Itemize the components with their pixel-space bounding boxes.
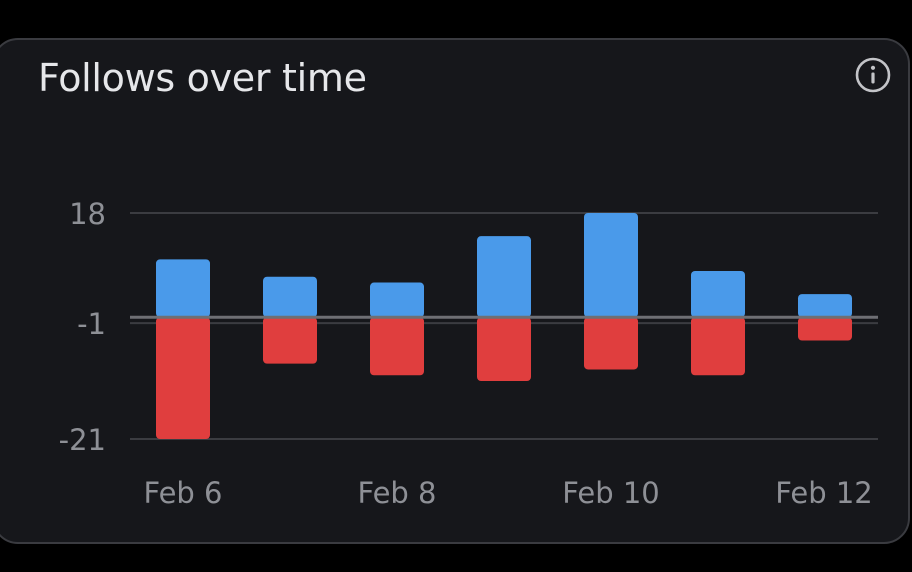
y-tick-label: 18 <box>69 197 106 231</box>
bar-lost[interactable]: Feb 12: -4 <box>798 317 852 341</box>
info-button[interactable] <box>854 56 892 94</box>
bar-lost[interactable]: Feb 11: -10 <box>691 317 745 376</box>
bar-lost[interactable]: Feb 8: -10 <box>370 317 424 376</box>
y-tick-label: -1 <box>77 307 106 341</box>
bar-gained[interactable]: Feb 9: 14 <box>477 236 531 318</box>
bar-gained[interactable]: Feb 6: 10 <box>156 259 210 318</box>
bar-gained[interactable]: Feb 12: 4 <box>798 294 852 318</box>
chart-title: Follows over time <box>38 56 367 100</box>
bar-lost[interactable]: Feb 10: -9 <box>584 317 638 370</box>
x-tick-label: Feb 6 <box>143 476 222 510</box>
bar-gained[interactable]: Feb 7: 7 <box>263 276 317 318</box>
x-tick-label: Feb 10 <box>562 476 659 510</box>
y-tick-label: -21 <box>59 423 106 457</box>
follows-chart-card <box>0 38 910 544</box>
x-tick-label: Feb 8 <box>357 476 436 510</box>
x-tick-label: Feb 12 <box>775 476 872 510</box>
bar-gained[interactable]: Feb 10: 18 <box>584 213 638 318</box>
bar-lost[interactable]: Feb 9: -11 <box>477 317 531 382</box>
bar-gained[interactable]: Feb 8: 6 <box>370 282 424 318</box>
bar-lost[interactable]: Feb 6: -21 <box>156 317 210 439</box>
info-circle-icon <box>855 57 891 93</box>
bar-gained[interactable]: Feb 11: 8 <box>691 270 745 318</box>
bar-lost[interactable]: Feb 7: -8 <box>263 317 317 364</box>
